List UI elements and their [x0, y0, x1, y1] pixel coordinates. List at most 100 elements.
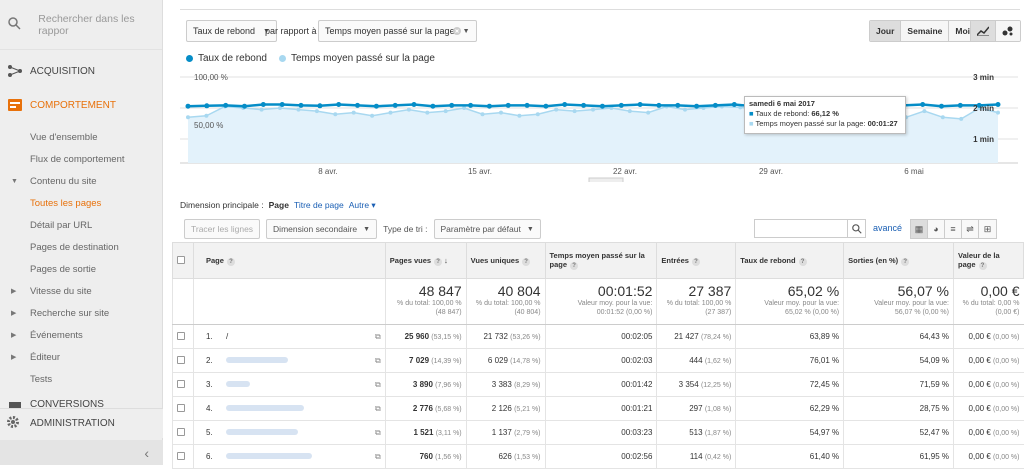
time-series-point[interactable] — [388, 110, 393, 115]
page-path-redacted[interactable] — [225, 356, 288, 363]
open-page-icon[interactable]: ⧉ — [375, 403, 381, 413]
open-page-icon[interactable]: ⧉ — [375, 355, 381, 365]
time-series-point[interactable] — [572, 109, 577, 114]
time-series-point[interactable] — [959, 116, 964, 121]
table-search-button[interactable] — [847, 219, 866, 238]
nav-site-content[interactable]: ▼ Contenu du site — [0, 170, 162, 192]
time-series-point[interactable] — [296, 107, 301, 112]
advanced-filter-link[interactable]: avancé — [873, 223, 903, 233]
page-path-redacted[interactable] — [225, 452, 312, 459]
metric2-select[interactable]: Temps moyen passé sur la page ▼ — [318, 20, 477, 42]
bounce-series-point[interactable] — [430, 103, 436, 109]
pie-view-button[interactable]: ◕ — [928, 220, 945, 238]
bounce-series-point[interactable] — [656, 102, 662, 108]
open-page-icon[interactable]: ⧉ — [375, 331, 381, 341]
time-series-point[interactable] — [517, 113, 522, 118]
col-avg-time[interactable]: Temps moyen passé sur la page? — [544, 242, 658, 279]
sort-type-select[interactable]: Paramètre par défaut ▼ — [433, 219, 541, 239]
dimension-page[interactable]: Page — [268, 200, 289, 210]
col-page[interactable]: Page? — [192, 242, 386, 279]
time-series-point[interactable] — [996, 110, 1000, 115]
period-week-button[interactable]: Semaine — [901, 21, 950, 41]
time-series-point[interactable] — [370, 113, 375, 118]
nav-url-detail[interactable]: Détail par URL — [0, 214, 162, 236]
bounce-series-point[interactable] — [562, 102, 568, 107]
time-series-point[interactable] — [278, 106, 282, 110]
bounce-series-point[interactable] — [185, 103, 191, 109]
table-view-button[interactable]: ▦ — [911, 220, 928, 238]
chart-resize-handle[interactable] — [588, 177, 624, 185]
comparison-view-button[interactable]: ⇌ — [962, 220, 979, 238]
bounce-series-point[interactable] — [976, 102, 982, 108]
select-all-checkbox[interactable] — [177, 255, 185, 264]
sidebar-search[interactable]: Rechercher dans les rappor — [0, 0, 162, 50]
bounce-series-point[interactable] — [260, 102, 266, 107]
nav-events[interactable]: ▶ Événements — [0, 324, 162, 346]
time-series-point[interactable] — [186, 115, 190, 120]
time-series-point[interactable] — [259, 107, 264, 112]
bounce-series-point[interactable] — [939, 103, 944, 109]
time-series-point[interactable] — [554, 107, 559, 112]
time-series-point[interactable] — [480, 112, 485, 117]
row-checkbox[interactable] — [177, 427, 185, 436]
remove-metric-button[interactable] — [453, 20, 461, 42]
bounce-series-point[interactable] — [957, 102, 963, 108]
bounce-series-point[interactable] — [995, 102, 1001, 107]
bounce-series-point[interactable] — [675, 102, 681, 108]
nav-conversions[interactable]: CONVERSIONS — [0, 390, 162, 410]
bounce-series-point[interactable] — [712, 102, 718, 108]
time-series-point[interactable] — [738, 105, 743, 110]
col-exit-rate[interactable]: Sorties (en %)? — [843, 242, 954, 279]
row-checkbox[interactable] — [177, 403, 185, 412]
page-path-redacted[interactable] — [225, 404, 304, 411]
dimension-page-title[interactable]: Titre de page — [293, 200, 344, 210]
time-series-point[interactable] — [683, 107, 687, 112]
bounce-series-point[interactable] — [317, 103, 323, 109]
time-series-point[interactable] — [499, 110, 503, 115]
time-series-point[interactable] — [922, 109, 927, 114]
bounce-series-point[interactable] — [355, 102, 360, 108]
bounce-series-point[interactable] — [920, 102, 926, 107]
performance-view-button[interactable]: ≡ — [945, 220, 962, 238]
nav-all-pages[interactable]: Toutes les pages — [0, 192, 162, 214]
table-search-input[interactable] — [754, 219, 866, 238]
nav-acquisition[interactable]: ACQUISITION — [0, 54, 162, 88]
period-day-button[interactable]: Jour — [870, 21, 902, 41]
row-checkbox[interactable] — [177, 379, 185, 388]
col-entrances[interactable]: Entrées? — [656, 242, 737, 279]
page-path[interactable]: / — [225, 331, 229, 341]
motion-chart-button[interactable] — [996, 21, 1020, 41]
time-series-point[interactable] — [333, 112, 338, 117]
time-series-point[interactable] — [351, 110, 356, 115]
bounce-series-point[interactable] — [223, 102, 229, 108]
bounce-series-point[interactable] — [392, 102, 398, 108]
nav-experiments[interactable]: Tests — [0, 368, 162, 390]
page-path-redacted[interactable] — [225, 428, 298, 435]
col-pageviews[interactable]: Pages vues? ↓ — [384, 242, 467, 279]
plot-rows-button[interactable]: Tracer les lignes — [184, 219, 261, 239]
time-series-point[interactable] — [443, 109, 448, 114]
time-series-point[interactable] — [406, 107, 411, 112]
bounce-series-point[interactable] — [581, 102, 587, 108]
nav-landing-pages[interactable]: Pages de destination — [0, 236, 162, 258]
time-series-point[interactable] — [627, 109, 632, 114]
bounce-series-point[interactable] — [618, 102, 624, 108]
line-chart-button[interactable] — [971, 21, 996, 41]
bounce-series-point[interactable] — [543, 103, 549, 109]
nav-overview[interactable]: Vue d'ensemble — [0, 126, 162, 148]
time-series-point[interactable] — [314, 109, 319, 114]
time-series-point[interactable] — [204, 113, 209, 118]
time-series-point[interactable] — [940, 115, 945, 120]
nav-site-search[interactable]: ▶ Recherche sur site — [0, 302, 162, 324]
bounce-series-point[interactable] — [694, 103, 700, 109]
bounce-series-point[interactable] — [411, 102, 417, 107]
pivot-view-button[interactable]: ⊞ — [979, 220, 996, 238]
bounce-series-point[interactable] — [298, 102, 304, 108]
time-series-point[interactable] — [425, 110, 430, 115]
open-page-icon[interactable]: ⧉ — [375, 451, 381, 461]
nav-admin[interactable]: ADMINISTRATION — [0, 408, 163, 438]
bounce-series-point[interactable] — [242, 103, 247, 109]
bounce-series-point[interactable] — [599, 103, 605, 109]
bounce-series-point[interactable] — [468, 102, 474, 108]
row-checkbox[interactable] — [177, 331, 185, 340]
